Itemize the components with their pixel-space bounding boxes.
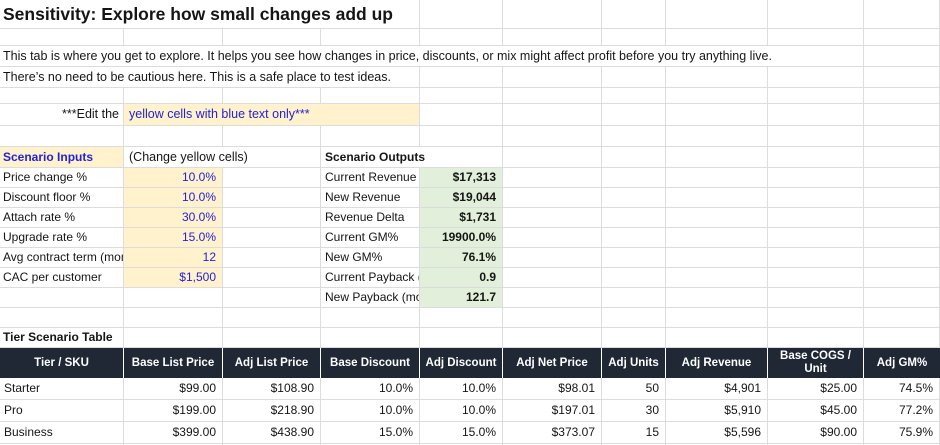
inputs-hint[interactable]: (Change yellow cells) (124, 147, 320, 167)
column-header[interactable]: Tier / SKU (0, 348, 124, 378)
tier-cell[interactable]: Starter (4, 381, 41, 395)
tier-table-header-row: Tier / SKU Base List Price Adj List Pric… (0, 348, 940, 378)
table-cell[interactable]: $373.07 (551, 425, 595, 439)
sheet-title: Sensitivity: Explore how small changes a… (0, 0, 419, 28)
input-value-cell[interactable]: 10.0% (124, 188, 222, 207)
column-header[interactable]: Adj GM% (876, 356, 928, 369)
column-header[interactable]: Base List Price (124, 348, 223, 378)
output-label[interactable]: Revenue Delta (325, 210, 405, 224)
column-header[interactable]: Adj Units (602, 348, 666, 378)
input-value-cell[interactable]: 10.0% (124, 168, 222, 187)
table-row: Pro $199.00 $218.90 10.0% 10.0% $197.01 … (0, 400, 940, 421)
tier-table-heading: Tier Scenario Table (3, 330, 113, 344)
table-cell[interactable]: $218.90 (270, 403, 314, 417)
input-label[interactable]: Discount floor % (3, 190, 91, 204)
table-cell[interactable]: $45.00 (820, 403, 857, 417)
column-header[interactable]: Adj Net Price (503, 348, 602, 378)
table-cell[interactable]: $98.01 (558, 381, 595, 395)
intro-line-1: This tab is where you get to explore. It… (0, 46, 862, 66)
input-label[interactable]: Upgrade rate % (3, 230, 88, 244)
input-value-cell[interactable]: 12 (124, 248, 222, 267)
scenario-outputs-heading[interactable]: Scenario Outputs (321, 147, 501, 167)
output-label[interactable]: New GM% (325, 250, 383, 264)
column-header[interactable]: Adj Revenue (666, 348, 768, 378)
column-header[interactable]: Base COGS / Unit (768, 348, 864, 378)
column-header[interactable]: Base Discount (321, 348, 420, 378)
output-value-cell[interactable]: 0.9 (420, 268, 502, 287)
edit-note-input[interactable]: yellow cells with blue text only*** (124, 104, 419, 125)
table-row: Starter $99.00 $108.90 10.0% 10.0% $98.0… (0, 378, 940, 399)
input-value-cell[interactable]: 15.0% (124, 228, 222, 247)
output-label[interactable]: New Revenue (325, 190, 401, 204)
table-cell[interactable]: $5,910 (724, 403, 761, 417)
intro-line-2: There’s no need to be cautious here. Thi… (0, 67, 419, 87)
table-cell[interactable]: $399.00 (172, 425, 216, 439)
table-cell[interactable]: 10.0% (378, 403, 413, 417)
table-cell[interactable]: 74.5% (898, 381, 933, 395)
table-cell[interactable]: $108.90 (270, 381, 314, 395)
input-value-cell[interactable]: 30.0% (124, 208, 222, 227)
table-cell[interactable]: $438.90 (270, 425, 314, 439)
column-header[interactable]: Adj Discount (420, 348, 503, 378)
tier-cell[interactable]: Business (4, 425, 53, 439)
input-label[interactable]: Price change % (3, 170, 88, 184)
table-cell[interactable]: $99.00 (179, 381, 216, 395)
table-cell[interactable]: 30 (645, 403, 659, 417)
output-value-cell[interactable]: $19,044 (420, 188, 502, 207)
output-value-cell[interactable]: 19900.0% (420, 228, 502, 247)
table-cell[interactable]: 50 (645, 381, 659, 395)
input-label[interactable]: Attach rate % (3, 210, 76, 224)
output-value-cell[interactable]: $17,313 (420, 168, 502, 187)
input-label[interactable]: Avg contract term (months) (3, 250, 123, 264)
table-cell[interactable]: $199.00 (172, 403, 216, 417)
table-cell[interactable]: 15.0% (378, 425, 413, 439)
input-value-cell[interactable]: $1,500 (124, 268, 222, 287)
input-label[interactable]: CAC per customer (3, 270, 102, 284)
output-label[interactable]: New Payback (months) (325, 290, 419, 304)
output-label[interactable]: Current GM% (325, 230, 399, 244)
table-cell[interactable]: 77.2% (898, 403, 933, 417)
table-cell[interactable]: $4,901 (724, 381, 761, 395)
output-value-cell[interactable]: $1,731 (420, 208, 502, 227)
table-cell[interactable]: 75.9% (898, 425, 933, 439)
edit-note-label[interactable]: ***Edit the (62, 107, 119, 121)
scenario-inputs-heading[interactable]: Scenario Inputs (0, 147, 123, 167)
table-cell[interactable]: 10.0% (461, 403, 496, 417)
table-cell[interactable]: 15 (645, 425, 659, 439)
table-cell[interactable]: 15.0% (461, 425, 496, 439)
output-value-cell[interactable]: 121.7 (420, 288, 502, 307)
tier-cell[interactable]: Pro (4, 403, 23, 417)
output-value-cell[interactable]: 76.1% (420, 248, 502, 267)
output-label[interactable]: Current Revenue (325, 170, 417, 184)
table-cell[interactable]: 10.0% (378, 381, 413, 395)
output-label[interactable]: Current Payback (months) (325, 270, 419, 284)
table-cell[interactable]: 10.0% (461, 381, 496, 395)
column-header[interactable]: Adj List Price (223, 348, 321, 378)
table-cell[interactable]: $197.01 (551, 403, 595, 417)
table-cell[interactable]: $25.00 (820, 381, 857, 395)
table-cell[interactable]: $90.00 (820, 425, 857, 439)
table-cell[interactable]: $5,596 (724, 425, 761, 439)
table-row: Business $399.00 $438.90 15.0% 15.0% $37… (0, 422, 940, 443)
